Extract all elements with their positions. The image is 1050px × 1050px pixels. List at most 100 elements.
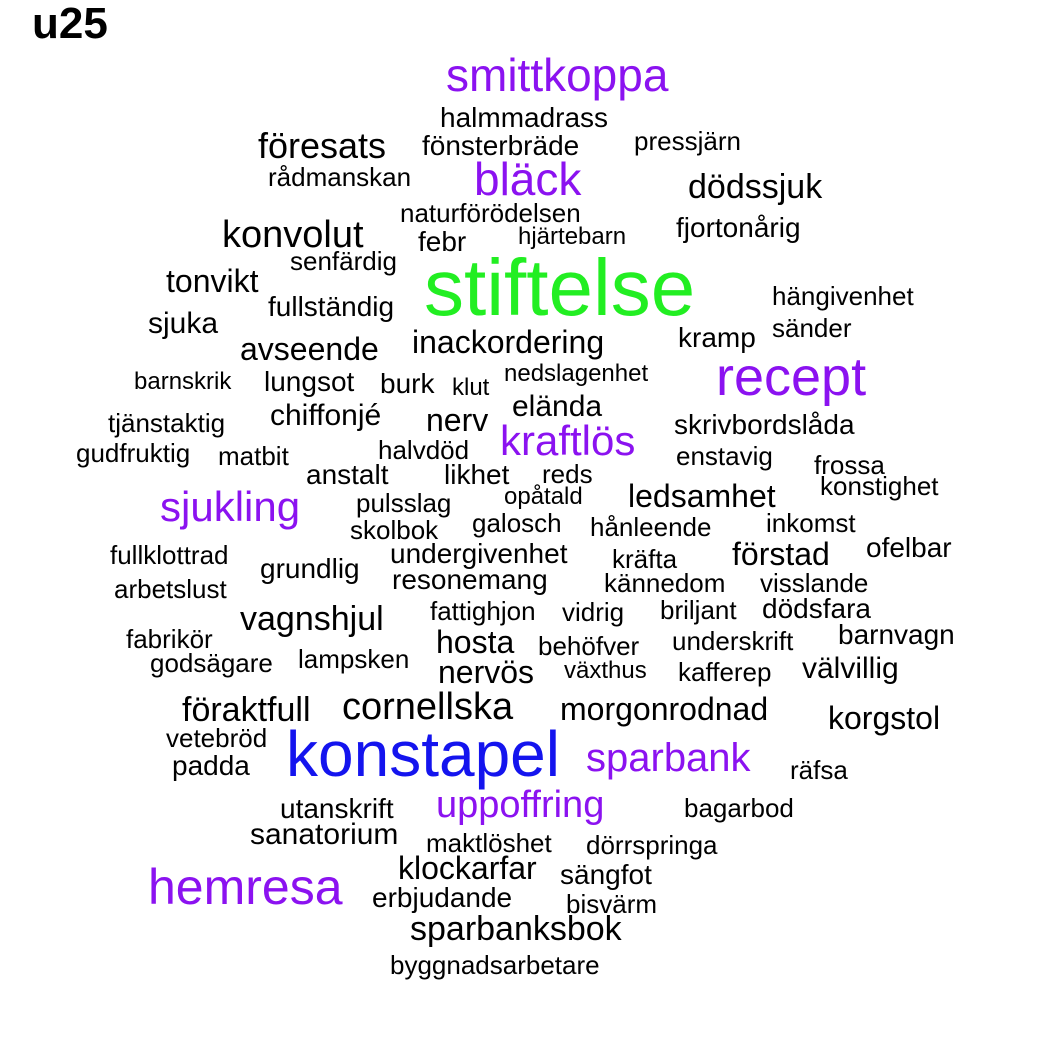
cloud-word: vidrig — [562, 597, 625, 627]
cloud-word: lampsken — [298, 644, 410, 674]
cloud-word: sjukling — [160, 483, 301, 530]
cloud-word: senfärdig — [290, 246, 397, 276]
cloud-word: chiffonjé — [270, 399, 382, 432]
cloud-word: kännedom — [604, 568, 726, 598]
cloud-word: grundlig — [260, 553, 360, 584]
cloud-word: arbetslust — [114, 574, 227, 604]
cloud-word: halvdöd — [378, 435, 470, 465]
cloud-word: uppoffring — [436, 784, 605, 826]
cloud-word: fullständig — [268, 291, 395, 322]
cloud-word: klockarfar — [398, 850, 537, 886]
cloud-word: korgstol — [828, 700, 941, 736]
cloud-word: godsägare — [150, 648, 273, 678]
cloud-word: kafferep — [678, 657, 772, 687]
cloud-word: barnskrik — [134, 368, 232, 395]
cloud-word: enstavig — [676, 441, 773, 471]
cloud-word: skolbok — [350, 515, 439, 545]
cloud-word: erbjudande — [372, 882, 513, 913]
cloud-word: ledsamhet — [628, 478, 776, 514]
cloud-word: växthus — [564, 657, 647, 684]
cloud-word: dödssjuk — [688, 168, 823, 206]
cloud-word: fönsterbräde — [422, 130, 580, 161]
cloud-word: tjänstaktig — [108, 408, 226, 438]
cloud-word: elända — [512, 390, 603, 423]
cloud-word: vagnshjul — [240, 600, 384, 638]
cloud-word: inackordering — [412, 324, 605, 360]
cloud-word: burk — [380, 368, 435, 399]
cloud-word: vetebröd — [166, 723, 268, 753]
cloud-word: sjuka — [148, 307, 219, 340]
cloud-word: klut — [452, 374, 490, 401]
cloud-word: välvillig — [802, 652, 899, 685]
cloud-word: anstalt — [306, 459, 389, 490]
cloud-word: dödsfara — [762, 593, 871, 624]
cloud-word: utanskrift — [280, 793, 394, 824]
cloud-word: konstighet — [820, 471, 939, 501]
cloud-word: fattighjon — [430, 596, 536, 626]
cloud-word: undergivenhet — [390, 538, 568, 569]
cloud-word: fullklottrad — [110, 540, 229, 570]
cloud-word: pressjärn — [634, 126, 741, 156]
cloud-word: naturförödelsen — [400, 198, 581, 228]
cloud-word: padda — [172, 750, 250, 781]
cloud-word: kraftlös — [500, 417, 636, 464]
cloud-word: reds — [542, 459, 593, 489]
cloud-word: sängfot — [560, 859, 652, 890]
page-title: u25 — [32, 0, 108, 48]
cloud-word: skrivbordslåda — [674, 409, 855, 440]
cloud-word: föresats — [258, 125, 387, 166]
cloud-word: tonvikt — [166, 263, 259, 299]
cloud-word: räfsa — [790, 755, 848, 785]
cloud-word: visslande — [760, 568, 869, 598]
cloud-word: konstapel — [286, 718, 560, 790]
cloud-word: matbit — [218, 441, 289, 471]
cloud-word: nedslagenhet — [504, 360, 649, 387]
cloud-word: avseende — [240, 331, 379, 367]
cloud-word: hjärtebarn — [518, 223, 627, 250]
cloud-word: barnvagn — [838, 619, 955, 650]
cloud-word: bagarbod — [684, 793, 794, 823]
cloud-word: inkomst — [766, 508, 856, 538]
cloud-word: halmmadrass — [440, 102, 609, 133]
cloud-word: sänder — [772, 313, 852, 343]
cloud-word: likhet — [444, 459, 510, 490]
cloud-word: recept — [716, 347, 867, 407]
cloud-word: kräfta — [612, 544, 678, 574]
cloud-word: briljant — [660, 595, 737, 625]
cloud-word: rådmanskan — [268, 162, 412, 192]
cloud-word: hosta — [436, 624, 515, 660]
cloud-word: hemresa — [148, 859, 343, 915]
cloud-word: pulsslag — [356, 488, 452, 518]
cloud-word: lungsot — [264, 366, 355, 397]
cloud-word: frossa — [814, 450, 885, 480]
cloud-word: resonemang — [392, 564, 548, 595]
cloud-word: sparbank — [586, 736, 751, 780]
cloud-word: stiftelse — [424, 243, 696, 332]
cloud-word: bläck — [474, 153, 582, 205]
cloud-word: fabrikör — [126, 624, 213, 654]
cloud-word: gudfruktig — [76, 438, 191, 468]
cloud-word: förstad — [732, 536, 830, 572]
cloud-word: morgonrodnad — [560, 691, 769, 727]
cloud-word: nerv — [426, 402, 489, 438]
cloud-word: ofelbar — [866, 532, 952, 563]
cloud-word: opåtald — [504, 483, 583, 510]
cloud-word: byggnadsarbetare — [390, 950, 600, 980]
cloud-word: maktlöshet — [426, 828, 552, 858]
cloud-word: cornellska — [342, 686, 514, 728]
cloud-word: konvolut — [222, 214, 364, 256]
cloud-word: nervös — [438, 654, 535, 690]
cloud-word: underskrift — [672, 626, 794, 656]
cloud-word: smittkoppa — [446, 49, 669, 101]
cloud-word: hånleende — [590, 512, 712, 542]
cloud-word: föraktfull — [182, 691, 311, 729]
cloud-word: fjortonårig — [676, 212, 801, 243]
cloud-word: dörrspringa — [586, 830, 718, 860]
cloud-word: sanatorium — [250, 818, 399, 851]
cloud-word: sparbanksbok — [410, 910, 622, 948]
cloud-word: kramp — [678, 322, 756, 353]
cloud-word: behöfver — [538, 631, 640, 661]
cloud-word: febr — [418, 226, 467, 257]
cloud-word: bisvärm — [566, 889, 658, 919]
cloud-word: galosch — [472, 508, 562, 538]
